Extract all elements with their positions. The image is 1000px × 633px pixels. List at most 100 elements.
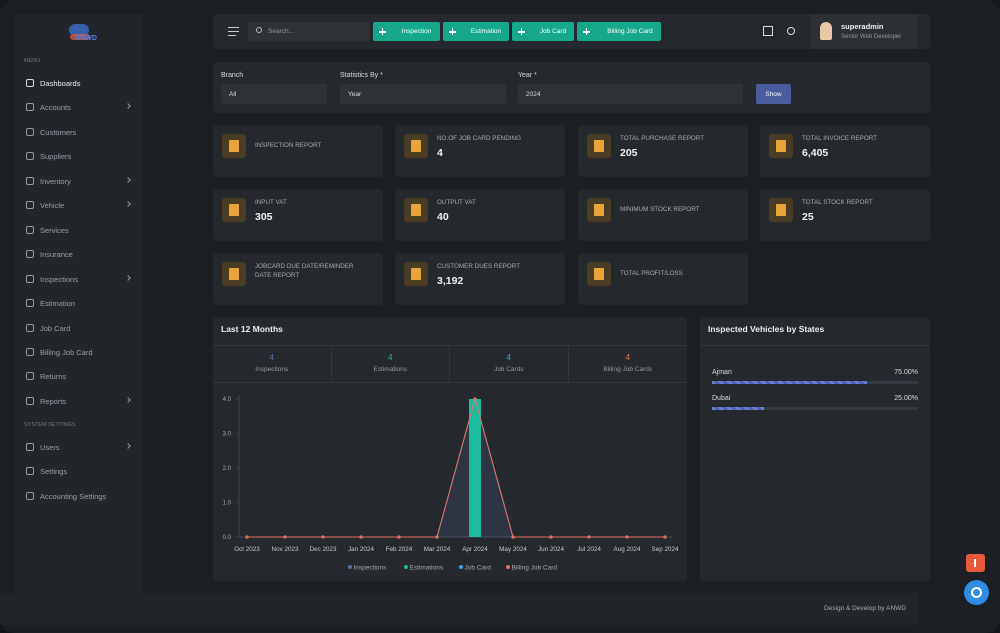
state-percent: 25.00% <box>894 395 918 402</box>
footer-text: Design & Develop by ANWD <box>823 605 906 612</box>
sidebar-item[interactable]: Suppliers <box>20 148 138 164</box>
sidebar-label: Inspections <box>40 274 78 284</box>
filter-value: Year <box>348 91 362 98</box>
summary-value: 4 <box>625 352 631 362</box>
search-box[interactable]: Search... <box>248 22 370 41</box>
sidebar-item[interactable]: Reports <box>20 393 138 409</box>
quick-add-button[interactable]: Billing Job Card <box>577 22 661 41</box>
sidebar-label: Dashboards <box>40 79 81 88</box>
card-icon-glyph <box>776 140 786 152</box>
summary-tab[interactable]: 4 Estimations <box>331 345 450 383</box>
show-button[interactable]: Show <box>756 84 791 104</box>
card-label: INSPECTION REPORT <box>255 142 322 149</box>
report-card[interactable]: CUSTOMER DUES REPORT 3,192 <box>395 253 565 305</box>
plus-icon <box>451 28 454 36</box>
report-card[interactable]: TOTAL INVOICE REPORT 6,405 <box>760 125 930 177</box>
quick-add-button[interactable]: Inspection <box>373 22 440 41</box>
report-card[interactable]: INSPECTION REPORT <box>213 125 383 177</box>
sidebar-label: Estimation <box>40 299 76 309</box>
sidebar-item[interactable]: Billing Job Card <box>20 344 138 360</box>
card-icon-glyph <box>594 140 604 152</box>
sidebar-icon <box>26 127 34 136</box>
filter-value: 2024 <box>526 91 541 98</box>
filter-input[interactable]: Year <box>340 84 506 104</box>
filter-input[interactable]: 2024 <box>518 84 743 104</box>
sidebar-item[interactable]: Inventory <box>20 173 138 189</box>
button-label: Billing Job Card <box>607 28 653 35</box>
logo-mark <box>69 24 89 36</box>
summary-label: Job Cards <box>493 366 524 373</box>
menu-toggle-line <box>228 31 239 32</box>
avatar <box>820 22 832 40</box>
card-label: INPUT VAT <box>255 199 287 206</box>
system-heading: SYSTEM SETTINGS <box>24 422 76 428</box>
plus-icon <box>381 28 384 36</box>
sidebar-label: Suppliers <box>40 152 72 162</box>
report-card[interactable]: INPUT VAT 305 <box>213 189 383 241</box>
progress-track <box>712 407 918 410</box>
states-title: Inspected Vehicles by States <box>708 324 825 334</box>
summary-tab[interactable]: 4 Job Cards <box>450 345 569 383</box>
summary-tab[interactable]: 4 Billing Job Cards <box>568 345 687 383</box>
logo-mark-accent <box>70 34 90 40</box>
sidebar-item[interactable]: Users <box>20 439 138 455</box>
settings-fab[interactable] <box>964 580 989 605</box>
theme-icon[interactable] <box>787 27 795 35</box>
card-icon-glyph <box>594 204 604 216</box>
card-icon <box>587 134 611 158</box>
sidebar-icon <box>26 372 34 381</box>
filter-label: Branch <box>221 72 244 79</box>
sidebar-icon <box>26 443 34 451</box>
report-card[interactable]: TOTAL PROFIT/LOSS <box>578 253 748 305</box>
card-value: 4 <box>437 147 443 159</box>
sidebar-item[interactable]: Returns <box>20 368 138 384</box>
report-card[interactable]: JOBCARD DUE DATE/REMINDER DATE REPORT <box>213 253 383 305</box>
sidebar-item[interactable]: Inspections <box>20 271 138 287</box>
report-card[interactable]: OUTPUT VAT 40 <box>395 189 565 241</box>
quick-add-button[interactable]: Job Card <box>512 22 574 41</box>
summary-tab[interactable]: 4 Inspections <box>213 345 332 383</box>
search-icon <box>256 27 262 33</box>
filter-input[interactable]: All <box>221 84 327 104</box>
sidebar-item[interactable]: Services <box>20 222 138 238</box>
gear-icon <box>971 587 982 598</box>
sidebar-item[interactable]: Estimation <box>20 295 138 311</box>
fullscreen-icon[interactable] <box>763 26 773 36</box>
report-card[interactable]: TOTAL PURCHASE REPORT 205 <box>578 125 748 177</box>
sidebar-item[interactable]: Insurance <box>20 246 138 262</box>
sidebar-item[interactable]: Job Card <box>20 320 138 336</box>
card-icon-glyph <box>411 268 421 280</box>
button-label: Estimation <box>470 28 502 35</box>
quick-add-button[interactable]: Estimation <box>443 22 509 41</box>
card-value: 205 <box>620 147 638 159</box>
report-card[interactable]: MINIMUM STOCK REPORT <box>578 189 748 241</box>
user-panel[interactable] <box>810 14 918 49</box>
user-name: superadmin <box>841 22 884 31</box>
sidebar-label: Insurance <box>40 250 73 260</box>
sidebar-item[interactable]: Settings <box>20 463 138 479</box>
sidebar-item[interactable]: Accounting Settings <box>20 488 138 504</box>
report-card[interactable]: TOTAL STOCK REPORT 25 <box>760 189 930 241</box>
report-card[interactable]: NO.OF JOB CARD PENDING 4 <box>395 125 565 177</box>
scroll-top-button[interactable] <box>966 554 985 572</box>
sidebar-label: Accounts <box>40 103 71 113</box>
menu-toggle-line <box>228 35 236 36</box>
state-percent: 75.00% <box>894 369 918 376</box>
sidebar-label: Vehicle <box>40 201 65 211</box>
card-icon <box>404 134 428 158</box>
sidebar-icon <box>26 176 34 185</box>
card-label: TOTAL INVOICE REPORT <box>802 135 877 142</box>
sidebar-item[interactable]: Accounts <box>20 99 138 115</box>
card-label: MINIMUM STOCK REPORT <box>620 206 700 213</box>
card-icon-glyph <box>229 204 239 216</box>
card-icon-glyph <box>411 140 421 152</box>
sidebar-item[interactable]: Customers <box>20 124 138 140</box>
sidebar-item[interactable]: Dashboards <box>20 75 138 91</box>
divider <box>700 345 930 346</box>
card-icon <box>587 262 611 286</box>
sidebar-icon <box>26 347 34 356</box>
sidebar-icon <box>26 491 34 500</box>
sidebar-item[interactable]: Vehicle <box>20 197 138 213</box>
card-value: 25 <box>802 211 814 223</box>
